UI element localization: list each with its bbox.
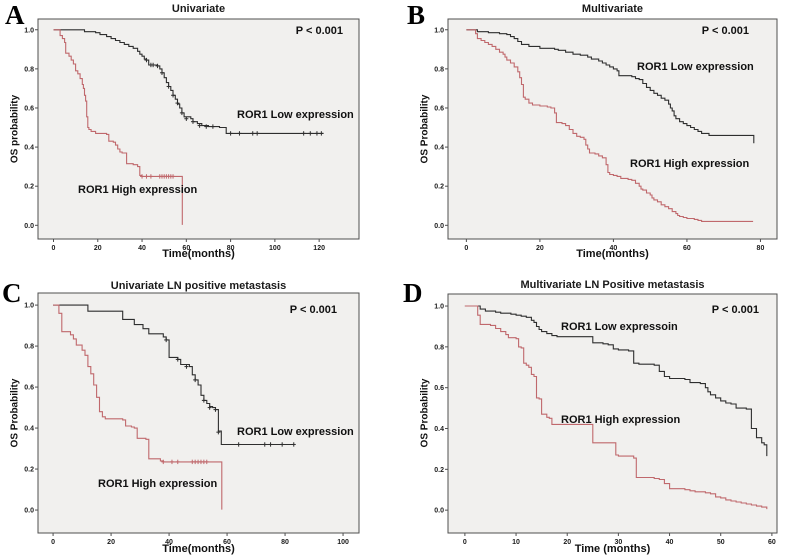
km-plot-d: 0 10 20 30 40 50 60 0.0 0.2 0.4 0.6 0.8 1.0 [434, 293, 778, 546]
svg-text:1.0: 1.0 [434, 304, 444, 311]
svg-text:1.0: 1.0 [434, 27, 444, 34]
svg-text:20: 20 [107, 539, 115, 546]
panel-a-univariate: 0 20 40 60 80 100 120 0.0 0.2 0.4 0.6 0.8 1.0 A Univ… [0, 0, 393, 280]
curve-label-low: ROR1 Low expression [637, 61, 754, 73]
svg-text:60: 60 [683, 245, 691, 252]
svg-text:0: 0 [52, 245, 56, 252]
svg-text:60: 60 [223, 539, 231, 546]
curve-label-low: ROR1 Low expression [237, 109, 354, 121]
panel-letter: B [407, 0, 426, 30]
svg-text:0.8: 0.8 [24, 344, 34, 351]
svg-text:40: 40 [138, 245, 146, 252]
svg-text:0.2: 0.2 [24, 467, 34, 474]
panel-title: Univariate LN positive metastasis [110, 280, 287, 292]
svg-text:10: 10 [512, 539, 520, 546]
panel-letter: C [2, 278, 22, 308]
p-value-label: P < 0.001 [289, 304, 337, 316]
y-axis-label: OS probability [9, 94, 21, 164]
svg-text:40: 40 [165, 539, 173, 546]
panel-b-multivariate: 0 20 40 60 80 0.0 0.2 0.4 0.6 0.8 1.0 B Multivaria… [394, 0, 787, 280]
km-plot-c: 0 20 40 60 80 100 0.0 0.2 0.4 0.6 0.8 1.0 [24, 292, 360, 546]
panel-c-univariate-ln: 0 20 40 60 80 100 0.0 0.2 0.4 0.6 0.8 1.0 C Univari… [0, 280, 393, 560]
curve-label-high: ROR1 High expression [630, 158, 750, 170]
svg-text:60: 60 [182, 245, 190, 252]
km-plot-b: 0 20 40 60 80 0.0 0.2 0.4 0.6 0.8 1.0 [434, 18, 778, 252]
svg-text:100: 100 [337, 539, 349, 546]
svg-text:0: 0 [51, 539, 55, 546]
svg-text:20: 20 [536, 245, 544, 252]
x-axis-label: Time(months) [162, 248, 235, 260]
svg-text:40: 40 [666, 539, 674, 546]
svg-text:0.2: 0.2 [434, 467, 444, 474]
svg-text:1.0: 1.0 [24, 27, 34, 34]
svg-text:0.6: 0.6 [24, 105, 34, 112]
svg-text:0.0: 0.0 [24, 508, 34, 515]
curve-label-high: ROR1 High expression [78, 184, 198, 196]
p-value-label: P < 0.001 [701, 25, 749, 37]
p-value-label: P < 0.001 [295, 25, 343, 37]
svg-text:80: 80 [227, 245, 235, 252]
y-axis-label: OS Probability [9, 378, 21, 448]
svg-text:120: 120 [313, 245, 325, 252]
svg-text:0.4: 0.4 [24, 426, 34, 433]
svg-text:0.4: 0.4 [434, 426, 444, 433]
svg-text:0.6: 0.6 [434, 105, 444, 112]
x-axis-label: Time(months) [162, 543, 235, 555]
panel-d-multivariate-ln: 0 10 20 30 40 50 60 0.0 0.2 0.4 0.6 0.8 1.0 D Multiv… [394, 278, 787, 560]
svg-text:20: 20 [94, 245, 102, 252]
panel-title: Univariate [171, 3, 226, 15]
x-axis-label: Time(months) [576, 248, 649, 260]
svg-text:0.2: 0.2 [434, 184, 444, 191]
panel-letter: D [403, 278, 423, 308]
svg-text:1.0: 1.0 [24, 303, 34, 310]
svg-text:40: 40 [610, 245, 618, 252]
svg-text:80: 80 [757, 245, 765, 252]
svg-text:0.0: 0.0 [434, 508, 444, 515]
svg-text:50: 50 [717, 539, 725, 546]
svg-text:0.4: 0.4 [24, 145, 34, 152]
svg-text:0.8: 0.8 [434, 66, 444, 73]
curve-label-low: ROR1 Low expressoin [561, 321, 678, 333]
svg-text:0.6: 0.6 [434, 385, 444, 392]
svg-text:0.8: 0.8 [24, 66, 34, 73]
panel-title: Multivariate LN Positive metastasis [520, 279, 705, 291]
svg-text:0.0: 0.0 [24, 223, 34, 230]
svg-text:0.6: 0.6 [24, 385, 34, 392]
svg-text:0: 0 [463, 539, 467, 546]
km-plot-a: 0 20 40 60 80 100 120 0.0 0.2 0.4 0.6 0.8 1.0 [24, 18, 360, 252]
svg-text:60: 60 [768, 539, 776, 546]
svg-text:0: 0 [464, 245, 468, 252]
curve-label-low: ROR1 Low expression [237, 426, 354, 438]
curve-label-high: ROR1 High expression [98, 478, 218, 490]
p-value-label: P < 0.001 [711, 304, 759, 316]
svg-text:80: 80 [281, 539, 289, 546]
panel-title: Multivariate [581, 3, 644, 15]
y-axis-label: OS Probability [419, 378, 431, 448]
y-axis-label: OS Probability [419, 94, 431, 164]
svg-text:0.4: 0.4 [434, 145, 444, 152]
panel-letter: A [5, 0, 25, 30]
svg-text:0.8: 0.8 [434, 344, 444, 351]
svg-text:100: 100 [269, 245, 281, 252]
svg-text:0.0: 0.0 [434, 223, 444, 230]
x-axis-label: Time (months) [574, 543, 651, 555]
curve-label-high: ROR1 High expression [561, 414, 681, 426]
svg-text:30: 30 [614, 539, 622, 546]
svg-text:0.2: 0.2 [24, 184, 34, 191]
svg-text:20: 20 [563, 539, 571, 546]
